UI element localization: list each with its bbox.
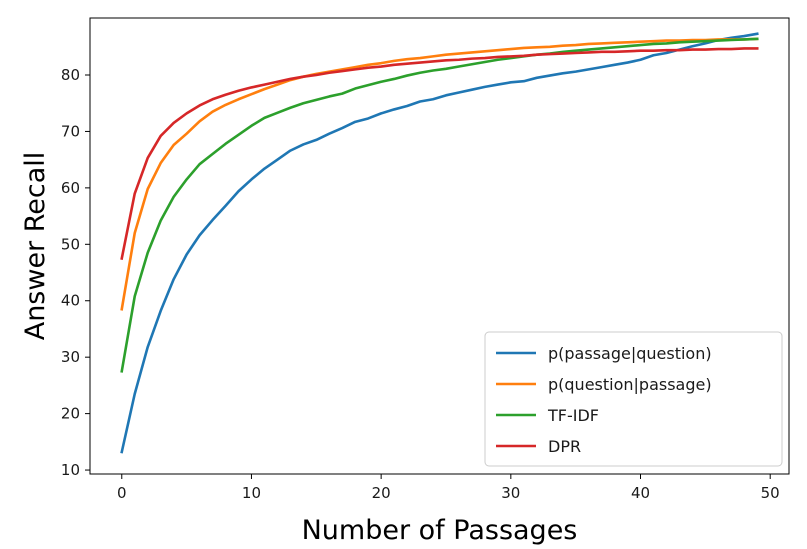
- x-tick-label: 20: [372, 484, 391, 502]
- x-tick-label: 10: [242, 484, 261, 502]
- y-tick-label: 80: [61, 66, 80, 84]
- y-tick-label: 50: [61, 235, 80, 253]
- x-tick-label: 30: [501, 484, 520, 502]
- x-tick-label: 50: [761, 484, 780, 502]
- legend-label: p(question|passage): [548, 375, 712, 394]
- legend-label: TF-IDF: [547, 406, 599, 425]
- lines-layer: [120, 32, 759, 454]
- y-tick-label: 70: [61, 122, 80, 140]
- legend-box: [484, 331, 783, 467]
- series-line-2: [120, 37, 759, 311]
- plot-frame: [89, 17, 790, 475]
- y-tick-label: 30: [61, 348, 80, 366]
- x-axis-title: Number of Passages: [302, 515, 578, 546]
- series-line-4: [120, 47, 759, 260]
- y-tick-label: 40: [61, 292, 80, 310]
- x-tick-label: 0: [117, 484, 127, 502]
- legend: p(passage|question) p(question|passage) TF…: [484, 331, 783, 467]
- y-axis-title: Answer Recall: [20, 152, 51, 341]
- series-line-3: [120, 37, 759, 373]
- y-tick-label: 20: [61, 405, 80, 423]
- y-tick-label: 60: [61, 179, 80, 197]
- y-tick-label: 10: [61, 461, 80, 479]
- x-tick-label: 40: [631, 484, 650, 502]
- legend-label: p(passage|question): [548, 344, 712, 363]
- series-line-1: [120, 32, 759, 454]
- ticks-layer: 0 10 20 30 40 50 10 20 30 40 50 60 70 80: [61, 66, 780, 502]
- legend-label: DPR: [548, 437, 581, 456]
